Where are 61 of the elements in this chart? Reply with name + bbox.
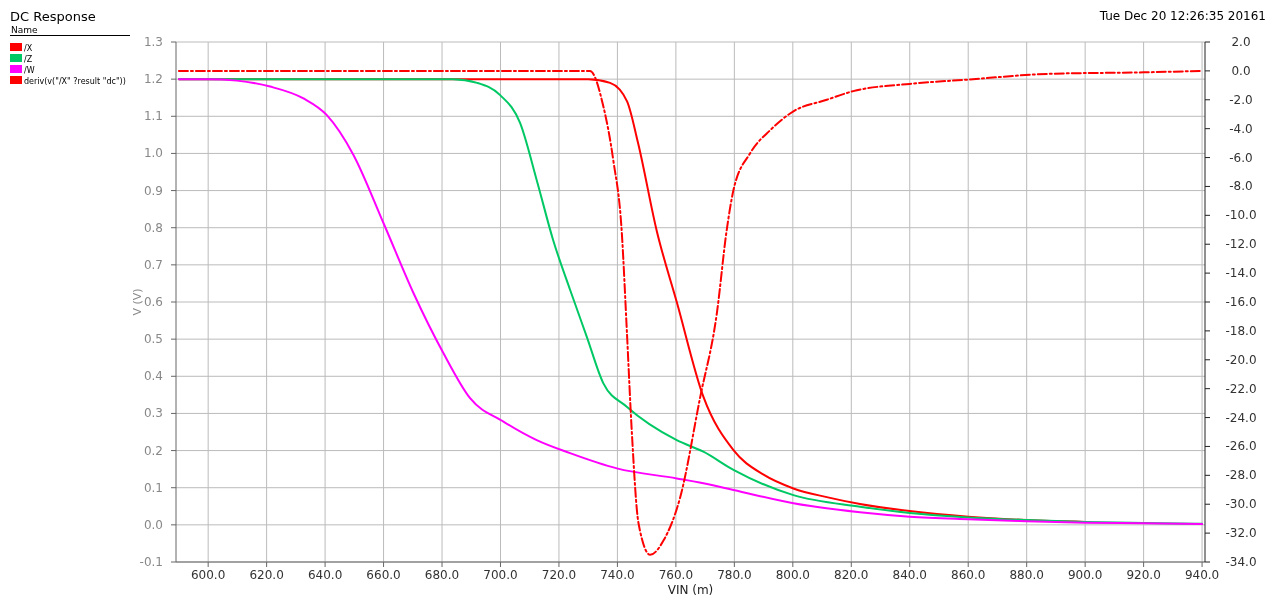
x-tick-label: 840.0 bbox=[892, 568, 927, 582]
x-tick-label: 600.0 bbox=[190, 568, 226, 582]
y2-tick-label: -6.0 bbox=[1229, 150, 1253, 165]
y-tick-label: 0.9 bbox=[143, 183, 163, 198]
x-tick-label: 860.0 bbox=[951, 568, 986, 582]
y2-tick-label: -26.0 bbox=[1225, 439, 1257, 454]
y2-tick-label: -30.0 bbox=[1225, 497, 1257, 512]
y2-tick-label: -2.0 bbox=[1229, 92, 1253, 107]
y-tick-label: 1.1 bbox=[143, 109, 163, 124]
x-tick-label: 880.0 bbox=[1009, 568, 1044, 582]
y-tick-label: 0.4 bbox=[143, 369, 163, 384]
x-tick-label: 660.0 bbox=[366, 568, 401, 582]
legend-label: deriv(v("/X" ?result "dc")) bbox=[24, 76, 126, 86]
legend-label: /Z bbox=[24, 54, 33, 64]
x-tick-label: 920.0 bbox=[1126, 568, 1161, 582]
y-tick-label: 0.8 bbox=[143, 220, 163, 235]
text: DC Response bbox=[10, 9, 96, 24]
y-tick-label: 0.3 bbox=[143, 406, 163, 421]
y2-tick-label: -12.0 bbox=[1225, 237, 1257, 252]
y-tick-label: -0.1 bbox=[139, 555, 163, 569]
y2-tick-label: 0.0 bbox=[1231, 63, 1251, 78]
x-tick-label: 900.0 bbox=[1067, 568, 1103, 582]
y2-tick-label: -32.0 bbox=[1225, 526, 1257, 541]
x-tick-label: 700.0 bbox=[483, 568, 518, 582]
y2-tick-label: -22.0 bbox=[1225, 381, 1257, 396]
y2-tick-label: -4.0 bbox=[1229, 121, 1253, 136]
y-axis-title: V (V) bbox=[131, 288, 144, 316]
y-tick-label: 1.0 bbox=[143, 146, 163, 161]
x-tick-label: 720.0 bbox=[541, 568, 577, 582]
y2-tick-label: -16.0 bbox=[1225, 295, 1257, 309]
x-tick-label: 780.0 bbox=[717, 568, 752, 582]
y2-tick-label: -20.0 bbox=[1225, 352, 1257, 367]
legend-title: Name bbox=[11, 25, 39, 35]
y2-tick-label: -10.0 bbox=[1225, 208, 1257, 223]
y-tick-label: 0.7 bbox=[143, 257, 163, 272]
y-tick-label: 0.6 bbox=[143, 295, 163, 309]
x-tick-label: 740.0 bbox=[600, 568, 635, 582]
y2-tick-label: -34.0 bbox=[1225, 555, 1257, 569]
y-tick-label: 0.2 bbox=[143, 443, 163, 458]
text: Tue Dec 20 12:26:35 20161 bbox=[1098, 9, 1266, 23]
y2-tick-label: -18.0 bbox=[1225, 323, 1257, 338]
y2-tick-label: -24.0 bbox=[1225, 410, 1257, 425]
legend-label: /W bbox=[24, 65, 35, 75]
y2-tick-label: -8.0 bbox=[1229, 179, 1253, 194]
y2-tick-label: -28.0 bbox=[1225, 468, 1257, 483]
x-tick-label: 640.0 bbox=[307, 568, 343, 582]
x-tick-label: 800.0 bbox=[775, 568, 810, 582]
x-tick-label: 940.0 bbox=[1184, 568, 1220, 582]
x-tick-label: 820.0 bbox=[834, 568, 869, 582]
y-tick-label: 0.5 bbox=[143, 332, 163, 347]
y2-tick-label: 2.0 bbox=[1231, 35, 1251, 49]
y-tick-label: 1.3 bbox=[143, 35, 163, 49]
x-tick-label: 680.0 bbox=[424, 568, 460, 582]
x-tick-label: 620.0 bbox=[249, 568, 284, 582]
y2-tick-label: -14.0 bbox=[1225, 266, 1257, 281]
legend-label: /X bbox=[24, 43, 33, 53]
x-tick-label: 760.0 bbox=[658, 568, 694, 582]
y-tick-label: 0.1 bbox=[143, 480, 163, 495]
y-tick-label: 0.0 bbox=[143, 517, 163, 532]
y-tick-label: 1.2 bbox=[143, 72, 163, 87]
x-axis-title: VIN (m) bbox=[667, 583, 714, 597]
